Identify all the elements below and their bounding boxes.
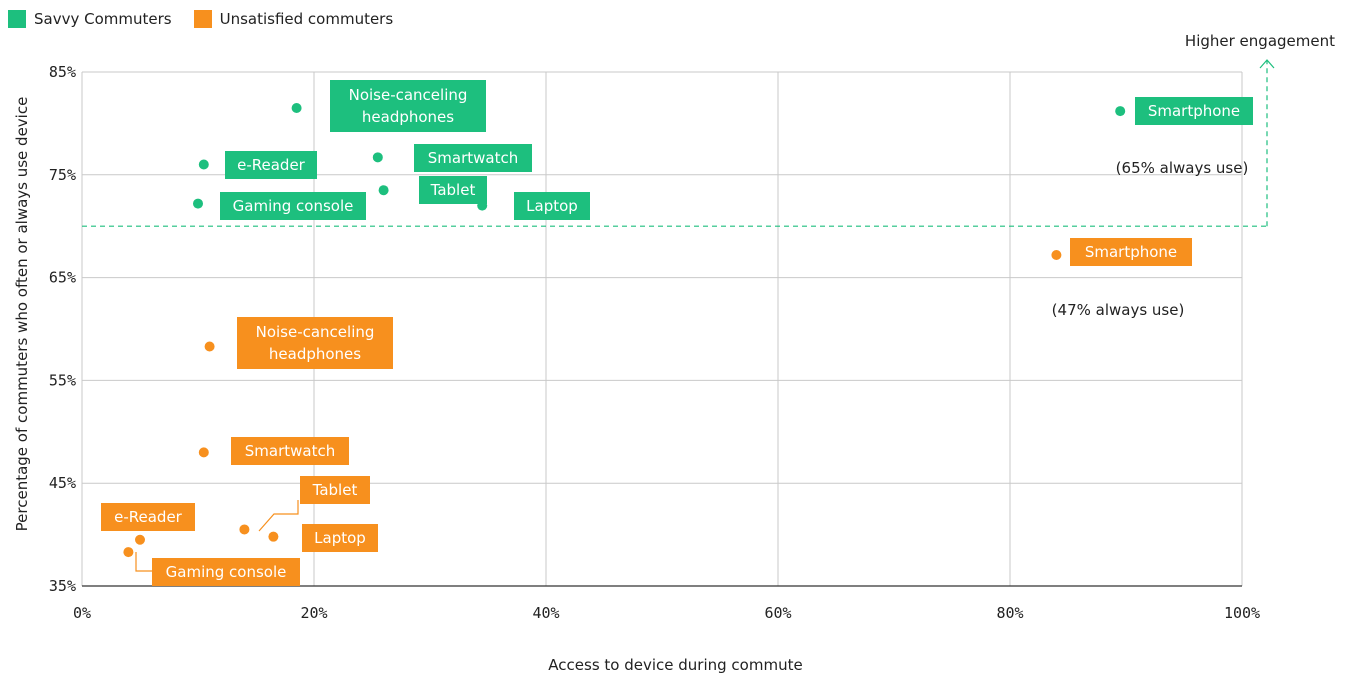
savvy-label-box-smartphone bbox=[1135, 97, 1253, 125]
engagement-arrow-head bbox=[1259, 59, 1275, 69]
y-tick-label: 65% bbox=[49, 269, 76, 287]
legend-swatch-savvy bbox=[8, 10, 26, 28]
unsatisfied-label-box-e-reader bbox=[101, 503, 195, 531]
savvy-point-smartphone bbox=[1115, 106, 1126, 117]
x-tick-label: 20% bbox=[300, 604, 327, 622]
savvy-label-box-e-reader bbox=[225, 151, 317, 179]
unsatisfied-label-smartwatch: Smartwatch bbox=[245, 442, 335, 460]
unsatisfied-point-smartphone bbox=[1051, 249, 1062, 260]
unsatisfied-point-e-reader bbox=[135, 534, 145, 545]
unsatisfied-point-laptop bbox=[268, 531, 279, 542]
legend-item-unsatisfied: Unsatisfied commuters bbox=[193, 10, 394, 28]
legend-swatch-unsatisfied bbox=[193, 10, 212, 28]
x-tick-label: 40% bbox=[532, 604, 559, 622]
legend-item-savvy: Savvy Commuters bbox=[8, 10, 172, 28]
savvy-point-laptop bbox=[477, 200, 488, 211]
savvy-label-box-smartwatch bbox=[414, 144, 532, 172]
savvy-point-gaming-console bbox=[193, 198, 203, 209]
savvy-label-e-reader: e-Reader bbox=[237, 156, 306, 174]
savvy-label-noise-canceling-headphones: Noise-canceling bbox=[349, 86, 468, 104]
unsatisfied-point-gaming-console bbox=[123, 547, 134, 558]
unsatisfied-leader-gaming-console bbox=[135, 552, 152, 572]
unsatisfied-label-laptop: Laptop bbox=[314, 529, 366, 547]
y-tick-label: 75% bbox=[49, 166, 76, 184]
unsatisfied-label-box-smartwatch bbox=[231, 437, 349, 465]
unsatisfied-smartphone-note: (47% always use) bbox=[1052, 301, 1185, 319]
unsatisfied-label-box-smartphone bbox=[1070, 238, 1192, 266]
y-tick-label: 35% bbox=[49, 577, 76, 595]
unsatisfied-label-box-tablet bbox=[300, 476, 370, 504]
x-tick-label: 100% bbox=[1224, 604, 1260, 622]
higher-engagement-label: Higher engagement bbox=[1184, 32, 1335, 50]
legend: Savvy Commuters Unsatisfied commuters bbox=[8, 10, 415, 28]
unsatisfied-label-gaming-console: Gaming console bbox=[166, 563, 287, 581]
x-tick-label: 60% bbox=[764, 604, 791, 622]
legend-label-savvy: Savvy Commuters bbox=[34, 10, 172, 28]
legend-label-unsatisfied: Unsatisfied commuters bbox=[219, 10, 394, 28]
savvy-label-tablet: Tablet bbox=[430, 181, 476, 199]
savvy-point-e-reader bbox=[198, 159, 209, 170]
unsatisfied-label-box-noise-canceling-headphones bbox=[237, 317, 393, 369]
unsatisfied-label-noise-canceling-headphones: headphones bbox=[269, 345, 361, 363]
unsatisfied-label-tablet: Tablet bbox=[312, 481, 358, 499]
x-axis-title: Access to device during commute bbox=[548, 656, 803, 674]
savvy-point-smartwatch bbox=[372, 152, 383, 163]
savvy-label-laptop: Laptop bbox=[526, 197, 578, 215]
y-tick-label: 45% bbox=[49, 474, 76, 492]
savvy-label-box-laptop bbox=[514, 192, 590, 220]
y-tick-label: 85% bbox=[49, 63, 76, 81]
x-tick-label: 0% bbox=[73, 604, 91, 622]
unsatisfied-point-tablet bbox=[239, 524, 250, 535]
unsatisfied-label-noise-canceling-headphones: Noise-canceling bbox=[256, 323, 375, 341]
savvy-label-box-noise-canceling-headphones bbox=[330, 80, 486, 132]
y-axis-title: Percentage of commuters who often or alw… bbox=[13, 96, 31, 532]
unsatisfied-point-smartwatch bbox=[198, 447, 209, 458]
savvy-label-box-gaming-console bbox=[220, 192, 366, 220]
savvy-label-smartwatch: Smartwatch bbox=[428, 149, 518, 167]
unsatisfied-point-noise-canceling-headphones bbox=[204, 341, 215, 352]
savvy-label-smartphone: Smartphone bbox=[1148, 102, 1240, 120]
unsatisfied-label-box-laptop bbox=[302, 524, 378, 552]
unsatisfied-label-e-reader: e-Reader bbox=[114, 508, 183, 526]
savvy-smartphone-note: (65% always use) bbox=[1116, 159, 1249, 177]
x-tick-label: 80% bbox=[996, 604, 1023, 622]
unsatisfied-label-smartphone: Smartphone bbox=[1085, 243, 1177, 261]
savvy-label-box-tablet bbox=[419, 176, 487, 204]
unsatisfied-label-box-gaming-console bbox=[152, 558, 300, 586]
y-tick-label: 55% bbox=[49, 371, 76, 389]
savvy-point-tablet bbox=[378, 185, 389, 196]
unsatisfied-leader-tablet bbox=[258, 500, 299, 532]
savvy-point-noise-canceling-headphones bbox=[291, 102, 302, 113]
savvy-label-noise-canceling-headphones: headphones bbox=[362, 108, 454, 126]
savvy-label-gaming-console: Gaming console bbox=[233, 197, 354, 215]
